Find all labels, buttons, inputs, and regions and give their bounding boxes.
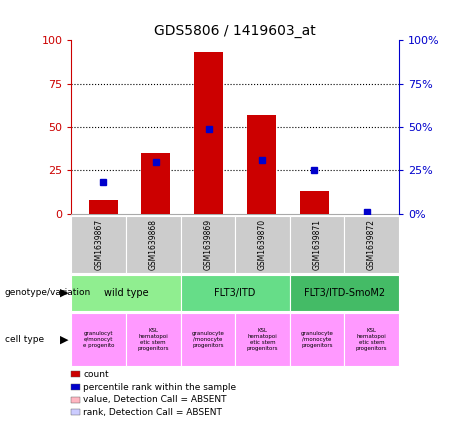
Text: value, Detection Call = ABSENT: value, Detection Call = ABSENT bbox=[83, 395, 227, 404]
Text: granulocyte
/monocyte
progenitors: granulocyte /monocyte progenitors bbox=[301, 331, 333, 348]
Text: FLT3/ITD: FLT3/ITD bbox=[214, 288, 256, 298]
Text: ▶: ▶ bbox=[60, 335, 69, 344]
Bar bbox=[300, 191, 329, 214]
Text: granulocyt
e/monocyt
e progenito: granulocyt e/monocyt e progenito bbox=[83, 331, 114, 348]
Text: KSL
hematopoi
etic stem
progenitors: KSL hematopoi etic stem progenitors bbox=[247, 328, 278, 351]
Text: GSM1639872: GSM1639872 bbox=[367, 219, 376, 270]
Text: GSM1639870: GSM1639870 bbox=[258, 219, 267, 270]
Text: GSM1639867: GSM1639867 bbox=[94, 219, 103, 270]
Bar bbox=[142, 153, 171, 214]
Text: percentile rank within the sample: percentile rank within the sample bbox=[83, 382, 236, 392]
Bar bbox=[194, 52, 223, 214]
Text: FLT3/ITD-SmoM2: FLT3/ITD-SmoM2 bbox=[304, 288, 385, 298]
Text: granulocyte
/monocyte
progenitors: granulocyte /monocyte progenitors bbox=[191, 331, 224, 348]
Text: cell type: cell type bbox=[5, 335, 44, 344]
Text: GSM1639868: GSM1639868 bbox=[149, 219, 158, 270]
Text: GSM1639869: GSM1639869 bbox=[203, 219, 213, 270]
Text: ▶: ▶ bbox=[60, 288, 69, 298]
Text: genotype/variation: genotype/variation bbox=[5, 288, 91, 297]
Text: rank, Detection Call = ABSENT: rank, Detection Call = ABSENT bbox=[83, 408, 222, 417]
Text: wild type: wild type bbox=[104, 288, 148, 298]
Bar bbox=[89, 200, 118, 214]
Text: GSM1639871: GSM1639871 bbox=[313, 219, 321, 270]
Text: KSL
hematopoi
etic stem
progenitors: KSL hematopoi etic stem progenitors bbox=[137, 328, 169, 351]
Title: GDS5806 / 1419603_at: GDS5806 / 1419603_at bbox=[154, 24, 316, 38]
Text: KSL
hematopoi
etic stem
progenitors: KSL hematopoi etic stem progenitors bbox=[356, 328, 387, 351]
Text: count: count bbox=[83, 370, 109, 379]
Bar bbox=[247, 115, 276, 214]
